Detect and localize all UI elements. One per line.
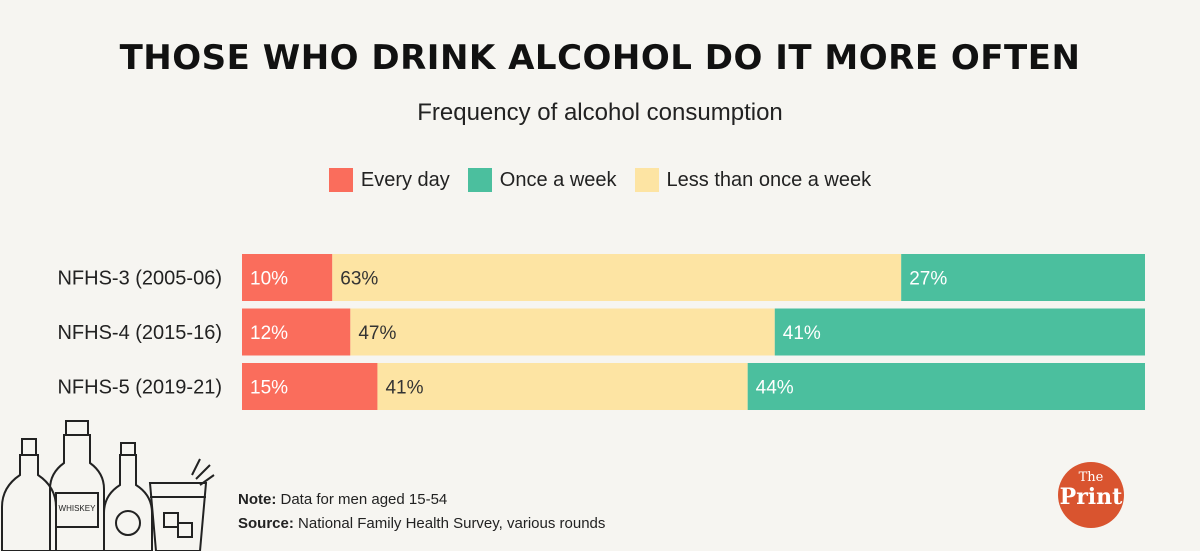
legend: Every day Once a week Less than once a w… [0,168,1200,192]
note-text: Data for men aged 15-54 [280,491,448,508]
legend-swatch-once-a-week [467,168,492,192]
logo-print: Print [1059,484,1123,510]
data-label: 27% [909,269,947,290]
data-label: 47% [358,323,396,344]
chart-subtitle: Frequency of alcohol consumption [417,99,783,126]
legend-label-every-day: Every day [360,168,450,191]
legend-item-every-day: Every day [328,168,450,192]
note-label: Note: [238,491,277,508]
bar-segment-once-a-week [901,254,1145,301]
legend-swatch-less-than-once-a-week [634,168,659,192]
bar-segment-every-day [242,363,378,410]
theprint-logo: The Print [1058,462,1124,528]
source-label: Source: [238,515,294,532]
bar-segment-once-a-week [747,363,1145,410]
bar-segment-less-than-once-a-week [350,308,775,356]
source-line: Source: National Family Health Survey, v… [238,512,605,536]
category-label: NFHS-5 (2019-21) [57,377,222,399]
category-label: NFHS-4 (2015-16) [57,322,222,344]
data-label: 41% [783,323,821,344]
note-line: Note: Data for men aged 15-54 [238,488,605,512]
legend-label-less-than-once-a-week: Less than once a week [666,168,872,191]
legend-swatch-every-day [328,168,353,192]
data-label: 15% [250,378,288,399]
logo-the: The [1078,470,1104,485]
bar-segment-every-day [242,308,351,356]
data-label: 10% [250,269,288,290]
footnote: Note: Data for men aged 15-54 Source: Na… [238,488,605,536]
svg-text:WHISKEY: WHISKEY [59,504,97,513]
data-label: 12% [250,323,288,344]
chart-title: THOSE WHO DRINK ALCOHOL DO IT MORE OFTEN [119,38,1081,78]
bar-segment-less-than-once-a-week [377,363,748,410]
bar-segment-less-than-once-a-week [332,254,902,301]
data-label: 63% [340,269,378,290]
legend-label-once-a-week: Once a week [499,168,617,191]
bar-segment-once-a-week [774,308,1145,356]
bar-segment-every-day [242,254,333,301]
source-text: National Family Health Survey, various r… [298,515,606,532]
bottles-illustration: WHISKEY [0,420,215,551]
category-label: NFHS-3 (2005-06) [57,268,222,290]
data-label: 41% [385,378,423,399]
legend-item-once-a-week: Once a week [467,168,617,192]
data-label: 44% [756,378,794,399]
legend-item-less-than-once-a-week: Less than once a week [634,168,872,192]
